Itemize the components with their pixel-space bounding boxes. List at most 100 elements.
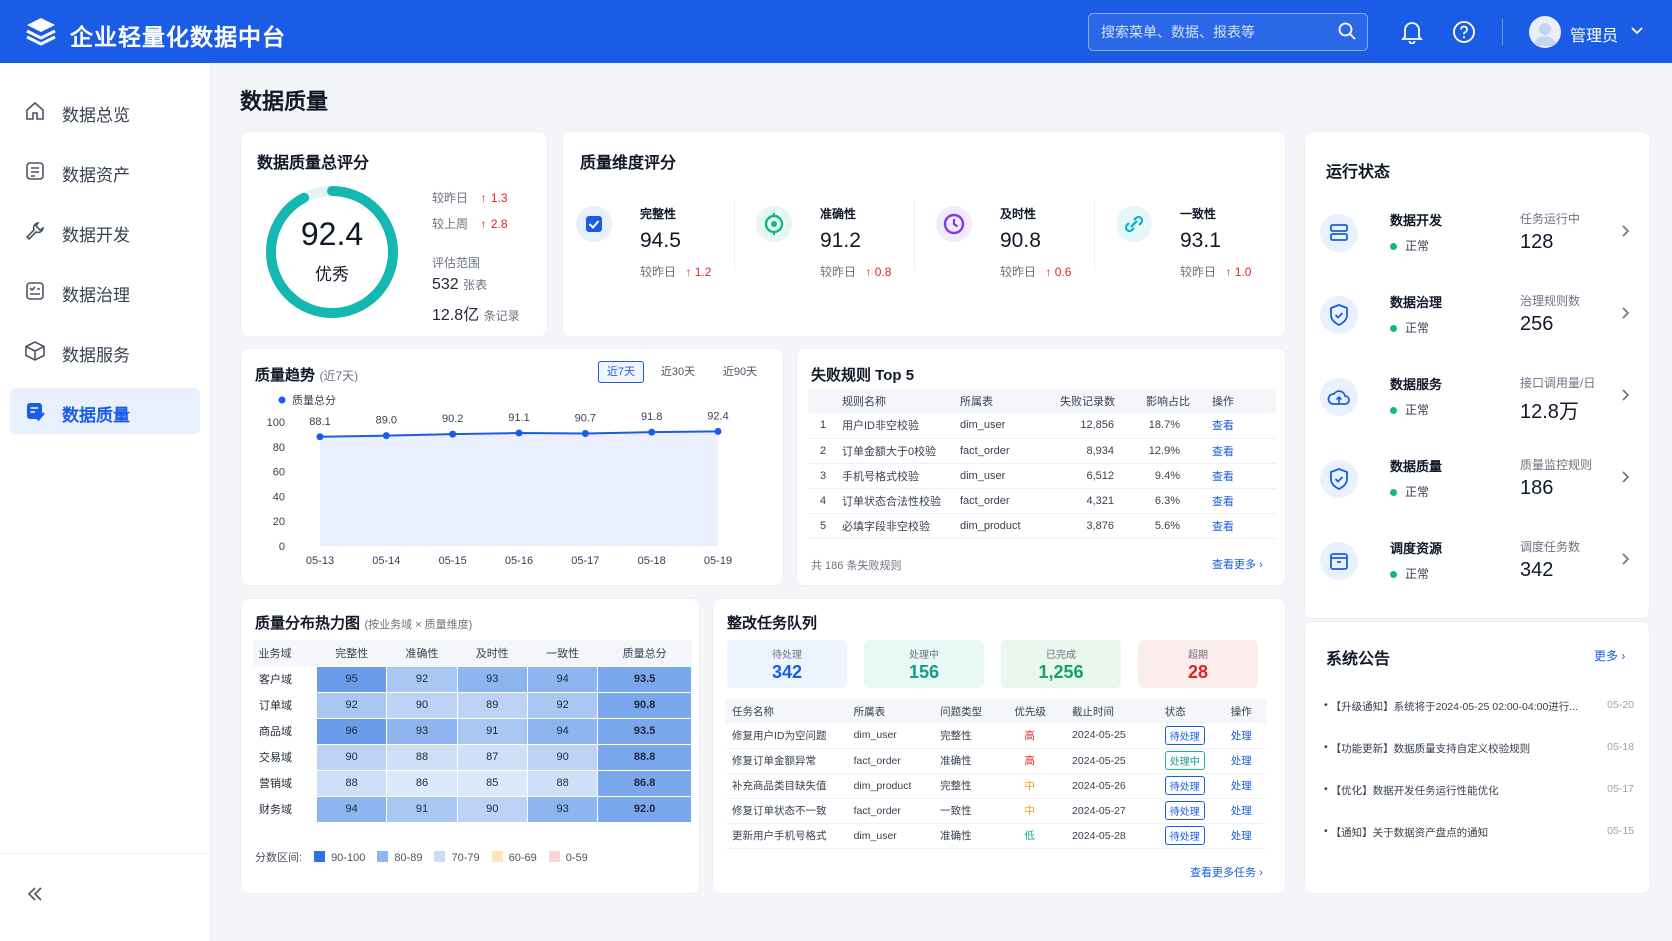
notice-item[interactable]: • 【升级通知】系统将于2024-05-25 02:00-04:00进行... … <box>1324 699 1634 714</box>
failed-rules-more-link[interactable]: 查看更多 › <box>1212 556 1263 572</box>
tasks-more-label: 查看更多任务 <box>1190 867 1256 879</box>
task-table: dim_product <box>847 773 935 799</box>
bell-icon[interactable] <box>1401 20 1423 44</box>
status-badge: 待处理 <box>1164 826 1205 845</box>
x-tick-label: 05-15 <box>439 555 467 567</box>
search-icon[interactable] <box>1337 21 1357 41</box>
service-state-label: 正常 <box>1405 239 1430 253</box>
box-icon <box>1320 542 1358 580</box>
domain-label: 商品域 <box>252 717 317 745</box>
rank: 3 <box>808 463 836 489</box>
dimension-delta: 较昨日 ↑ 1.0 <box>1180 263 1251 280</box>
handle-link[interactable]: 处理 <box>1224 823 1266 849</box>
dimension-value: 91.2 <box>820 229 861 252</box>
task-stat-3[interactable]: 超期 28 <box>1138 640 1258 688</box>
heatmap-cell: 92.0 <box>597 795 692 823</box>
link-icon <box>1116 206 1152 242</box>
notice-item[interactable]: • 【通知】关于数据资产盘点的通知 05-15 <box>1324 825 1634 840</box>
data-label: 92.4 <box>707 410 728 422</box>
bullet: • <box>1324 783 1328 795</box>
sidebar-item-governance[interactable]: 数据治理 <box>10 268 200 314</box>
col-header: 准确性 <box>386 640 458 666</box>
sidebar-item-assets[interactable]: 数据资产 <box>10 148 200 194</box>
task-stat-0[interactable]: 待处理 342 <box>727 640 847 688</box>
search-input[interactable] <box>1088 13 1368 51</box>
handle-link[interactable]: 处理 <box>1224 748 1266 774</box>
legend-swatch <box>434 851 446 862</box>
view-link[interactable]: 查看 <box>1206 413 1276 439</box>
legend-swatch <box>314 851 326 862</box>
col-header: 优先级 <box>1008 699 1067 723</box>
table-row: 3 手机号格式校验 dim_user 6,512 9.4% 查看 <box>808 463 1276 489</box>
heatmap-legend: 分数区间: 90-100 80-89 70-79 60-69 0-59 <box>255 849 588 865</box>
stat-value: 28 <box>1187 662 1209 682</box>
status-badge: 待处理 <box>1164 725 1205 745</box>
notice-item[interactable]: • 【优化】数据开发任务运行性能优化 05-17 <box>1324 783 1634 798</box>
heatmap-cell: 88.8 <box>597 743 692 771</box>
legend-label: 质量总分 <box>292 393 336 407</box>
metric-label: 任务运行中 <box>1520 212 1581 226</box>
view-link[interactable]: 查看 <box>1206 513 1276 539</box>
x-tick-label: 05-13 <box>306 555 334 567</box>
help-icon[interactable] <box>1452 20 1476 44</box>
service-state: 正常 <box>1390 319 1429 336</box>
dimension-value: 90.8 <box>1000 229 1041 252</box>
tab-7d[interactable]: 近7天 <box>598 361 644 383</box>
user-name[interactable]: 管理员 <box>1570 28 1619 45</box>
handle-link[interactable]: 处理 <box>1224 773 1266 799</box>
task-due: 2024-05-25 <box>1066 748 1159 774</box>
heatmap-header: 质量分布热力图 (按业务域 × 质量维度) <box>255 612 472 633</box>
notice-date: 05-20 <box>1607 699 1634 711</box>
failed-rules-more-label: 查看更多 <box>1212 559 1256 571</box>
data-point <box>449 430 457 438</box>
sidebar-item-overview[interactable]: 数据总览 <box>10 88 200 134</box>
notices-title: 系统公告 <box>1326 651 1391 668</box>
status-item[interactable]: 数据质量 正常 质量监控规则 186 <box>1320 446 1650 526</box>
task-type: 准确性 <box>934 823 1009 849</box>
bullet: • <box>1324 741 1328 753</box>
vs-yesterday-label: 较昨日 <box>432 191 469 205</box>
notice-date: 05-15 <box>1607 825 1634 837</box>
view-link[interactable]: 查看 <box>1206 438 1276 464</box>
sidebar-item-service[interactable]: 数据服务 <box>10 328 200 374</box>
tasks-more-link[interactable]: 查看更多任务 › <box>1190 864 1263 880</box>
sidebar-item-quality[interactable]: 数据质量 <box>10 388 200 434</box>
tab-30d[interactable]: 近30天 <box>660 366 696 378</box>
service-state: 正常 <box>1390 401 1429 418</box>
view-link[interactable]: 查看 <box>1206 488 1276 514</box>
heatmap-cell: 93.5 <box>597 717 692 745</box>
task-stat-1[interactable]: 处理中 156 <box>864 640 984 688</box>
status-item[interactable]: 数据开发 正常 任务运行中 128 <box>1320 200 1650 280</box>
trend-header: 质量趋势 (近7天) <box>255 364 358 385</box>
notice-text: 【升级通知】系统将于2024-05-25 02:00-04:00进行... <box>1330 701 1579 713</box>
status-item[interactable]: 数据服务 正常 接口调用量/日 12.8万 <box>1320 364 1650 444</box>
heatmap-cell: 91 <box>386 795 458 823</box>
collapse-sidebar-icon[interactable] <box>24 883 46 905</box>
legend-label: 80-89 <box>394 852 423 864</box>
handle-link[interactable]: 处理 <box>1224 798 1266 824</box>
table-row: 修复订单金额异常 fact_order 准确性 高 2024-05-25 处理中… <box>726 748 1266 774</box>
view-link[interactable]: 查看 <box>1206 463 1276 489</box>
heatmap-cell: 91 <box>456 717 528 745</box>
handle-link[interactable]: 处理 <box>1224 723 1266 749</box>
status-item[interactable]: 数据治理 正常 治理规则数 256 <box>1320 282 1650 362</box>
heatmap-cell: 88 <box>526 769 599 797</box>
fail-count: 12,856 <box>1054 413 1140 439</box>
tab-90d[interactable]: 近90天 <box>722 366 758 378</box>
notice-item[interactable]: • 【功能更新】数据质量支持自定义校验规则 05-18 <box>1324 741 1634 756</box>
avatar[interactable] <box>1529 16 1561 48</box>
heatmap-cell: 86.8 <box>597 769 692 797</box>
heatmap-cell: 90 <box>386 691 458 719</box>
col-header: 一致性 <box>527 640 598 666</box>
notices-more-link[interactable]: 更多 › <box>1594 647 1625 664</box>
col-header: 规则名称 <box>836 389 954 413</box>
metric-value: 186 <box>1520 477 1554 499</box>
chevron-down-icon[interactable] <box>1630 24 1644 38</box>
task-stat-2[interactable]: 已完成 1,256 <box>1001 640 1121 688</box>
heatmap-subtitle: (按业务域 × 质量维度) <box>364 619 473 631</box>
y-tick-label: 60 <box>273 467 285 479</box>
legend-label: 60-69 <box>508 852 537 864</box>
heatmap-table: 业务域 完整性 准确性 及时性 一致性 质量总分 客户域 95 92 93 94 93.5 订单域 92… <box>252 640 692 823</box>
status-item[interactable]: 调度资源 正常 调度任务数 342 <box>1320 528 1650 608</box>
sidebar-item-develop[interactable]: 数据开发 <box>10 208 200 254</box>
